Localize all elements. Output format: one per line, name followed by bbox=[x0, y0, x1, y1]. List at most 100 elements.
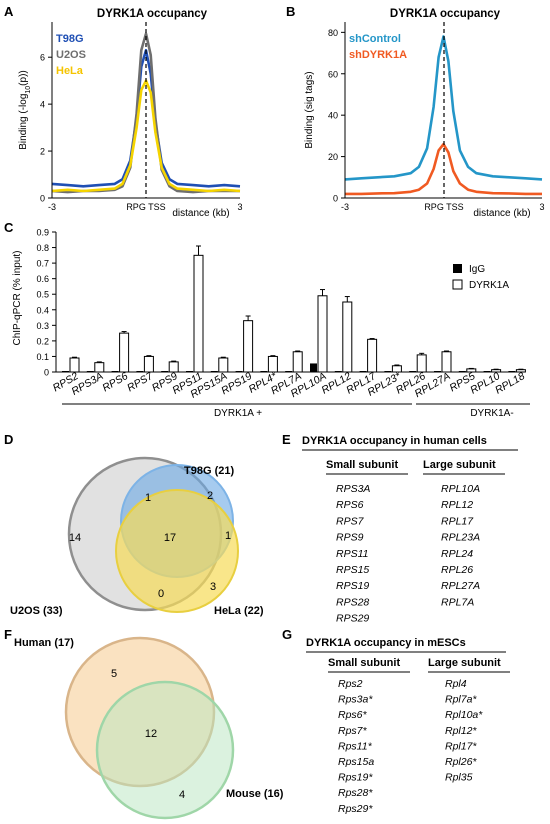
panel-c: C ChIP-qPCR (% input) 0 0.1 0.2 0.3 0.4 0.5 0.… bbox=[4, 220, 530, 419]
bar-igg-rps11 bbox=[186, 371, 193, 372]
bar-igg-rpl4 bbox=[260, 371, 268, 372]
ytick-label: 0 bbox=[40, 194, 45, 204]
panel-d: D T98G (21) U2OS (33) HeLa (22) 14 1 2 1… bbox=[4, 432, 264, 617]
legend-t98g: T98G bbox=[56, 33, 84, 45]
gene-list-item: Rpl17* bbox=[445, 740, 477, 752]
bar-dyrk1a-rps7 bbox=[143, 355, 154, 373]
panel-letter-c: C bbox=[4, 220, 14, 235]
bar-igg-rpl10a bbox=[310, 363, 317, 372]
venn-t98g-hela: 1 bbox=[225, 530, 231, 542]
gene-list-item: Rpl10a* bbox=[445, 709, 483, 721]
bar-dyrk1a-rpl12 bbox=[342, 301, 353, 373]
panel-g-title: DYRK1A occupancy in mESCs bbox=[306, 637, 466, 649]
ytick-label: 0 bbox=[333, 194, 338, 204]
ytick-label: 0.1 bbox=[36, 352, 49, 362]
bar-dyrk1a-rps15a bbox=[218, 357, 229, 373]
bar-igg-rps2 bbox=[62, 371, 69, 372]
category-label: RPS7 bbox=[125, 370, 156, 395]
panel-a: A DYRK1A occupancy Binding (-log10(p)) 0… bbox=[4, 4, 243, 219]
gene-list-item: Rps3a* bbox=[338, 694, 373, 706]
gene-list-item: RPL12 bbox=[441, 499, 473, 511]
panel-a-xtick-left: -3 bbox=[48, 202, 56, 212]
bar-dyrk1a-rpl26 bbox=[416, 354, 427, 373]
bar-dyrk1a-rpl4 bbox=[267, 355, 278, 373]
ytick-label: 0.4 bbox=[36, 305, 49, 315]
venn-t98g-label: T98G (21) bbox=[184, 465, 234, 477]
panel-g: G DYRK1A occupancy in mESCs Small subuni… bbox=[282, 627, 510, 815]
bar-igg-rps6 bbox=[111, 371, 119, 372]
gene-list-item: RPL27A bbox=[441, 580, 480, 592]
bar-igg-rpl27a bbox=[434, 371, 441, 372]
panel-b: B DYRK1A occupancy Binding (sig tags) 0 2… bbox=[286, 4, 545, 219]
gene-list-item: Rps19* bbox=[338, 772, 373, 784]
venn-t98g-only: 2 bbox=[207, 490, 213, 502]
ytick-label: 0.6 bbox=[36, 274, 49, 284]
gene-list-item: Rpl4 bbox=[445, 678, 467, 690]
bar-igg-rps5 bbox=[458, 371, 466, 372]
panel-c-bars bbox=[62, 245, 526, 373]
legend-igg-swatch bbox=[453, 264, 462, 273]
gene-list-item: RPL17 bbox=[441, 515, 474, 527]
ylabel-sub: 10 bbox=[25, 86, 32, 94]
ytick-label: 0.8 bbox=[36, 243, 49, 253]
panel-g-small-header: Small subunit bbox=[328, 657, 400, 669]
gene-list-item: RPS19 bbox=[336, 580, 369, 592]
ytick-label: 0.2 bbox=[36, 336, 49, 346]
panel-a-xtick-right: 3 bbox=[237, 202, 242, 212]
gene-list-item: RPS7 bbox=[336, 515, 365, 527]
venn-mouse-circle bbox=[95, 680, 235, 820]
bar-dyrk1a-rpl27a bbox=[441, 351, 452, 373]
legend-dyrk1a: DYRK1A bbox=[469, 280, 509, 291]
bar-igg-rpl23 bbox=[384, 371, 392, 372]
bar-igg-rps3a bbox=[86, 371, 94, 372]
ytick-label: 2 bbox=[40, 147, 45, 157]
group-plus-label: DYRK1A + bbox=[214, 408, 262, 419]
bar-igg-rpl12 bbox=[334, 371, 342, 372]
bar-dyrk1a-rps6 bbox=[119, 332, 130, 373]
panel-letter-e: E bbox=[282, 432, 291, 447]
venn-human-only: 5 bbox=[111, 668, 117, 680]
ytick-label: 4 bbox=[40, 100, 45, 110]
venn-all-three: 17 bbox=[164, 532, 176, 544]
bar-dyrk1a-rps19 bbox=[243, 320, 254, 373]
bar-igg-rpl26 bbox=[409, 371, 417, 372]
bar-dyrk1a-rpl10a bbox=[317, 295, 328, 373]
gene-list-item: RPS9 bbox=[336, 532, 364, 544]
panel-b-xlabel: distance (kb) bbox=[473, 208, 530, 219]
venn-u2os-hela: 0 bbox=[158, 588, 164, 600]
panel-g-small-list: Rps2 Rps3a* Rps6* Rps7* Rps11* Rps15a Rps19* Rp… bbox=[338, 678, 374, 815]
gene-list-item: RPS3A bbox=[336, 483, 370, 495]
panel-b-tss-label: RPG TSS bbox=[424, 202, 463, 212]
venn-u2os-only: 14 bbox=[69, 532, 81, 544]
gene-list-item: RPS15 bbox=[336, 564, 369, 576]
gene-list-item: RPL7A bbox=[441, 596, 474, 608]
ylabel-main: Binding (-log bbox=[18, 94, 29, 150]
venn-u2os-label: U2OS (33) bbox=[10, 605, 63, 617]
venn-human-label: Human (17) bbox=[14, 637, 74, 649]
gene-list-item: RPS6 bbox=[336, 499, 364, 511]
bar-igg-rps9 bbox=[161, 371, 169, 372]
panel-c-ylabel: ChIP-qPCR (% input) bbox=[12, 250, 23, 345]
panel-b-xtick-left: -3 bbox=[341, 202, 349, 212]
ytick-label: 6 bbox=[40, 53, 45, 63]
panel-e-small-list: RPS3A RPS6 RPS7 RPS9 RPS11 RPS15 RPS19 RPS28 RPS… bbox=[336, 483, 370, 625]
ytick-label: 0.7 bbox=[36, 259, 49, 269]
gene-list-item: Rpl7a* bbox=[445, 694, 477, 706]
gene-list-item: Rps29* bbox=[338, 803, 373, 815]
panel-e-large-list: RPL10A RPL12 RPL17 RPL23A RPL24 RPL26 RPL27A RP… bbox=[441, 483, 480, 608]
panel-g-large-header: Large subunit bbox=[428, 657, 501, 669]
bar-dyrk1a-rps2 bbox=[69, 357, 80, 373]
panel-e-small-header: Small subunit bbox=[326, 459, 398, 471]
panel-b-ylabel: Binding (sig tags) bbox=[304, 71, 315, 148]
panel-a-title: DYRK1A occupancy bbox=[97, 8, 208, 20]
legend-dyrk1a-swatch bbox=[452, 279, 463, 290]
bar-dyrk1a-rpl7a bbox=[292, 351, 303, 373]
panel-a-ylabel: Binding (-log10(p)) bbox=[18, 70, 32, 150]
gene-list-item: RPL24 bbox=[441, 548, 473, 560]
panel-c-categories: RPS2RPS3ARPS6RPS7RPS9RPS11RPS15ARPS19RPL… bbox=[51, 370, 527, 401]
legend-shcontrol: shControl bbox=[349, 33, 401, 45]
gene-list-item: Rps6* bbox=[338, 709, 368, 721]
category-label: RPS6 bbox=[100, 370, 130, 394]
venn-both: 12 bbox=[145, 728, 157, 740]
panel-letter-f: F bbox=[4, 627, 12, 642]
